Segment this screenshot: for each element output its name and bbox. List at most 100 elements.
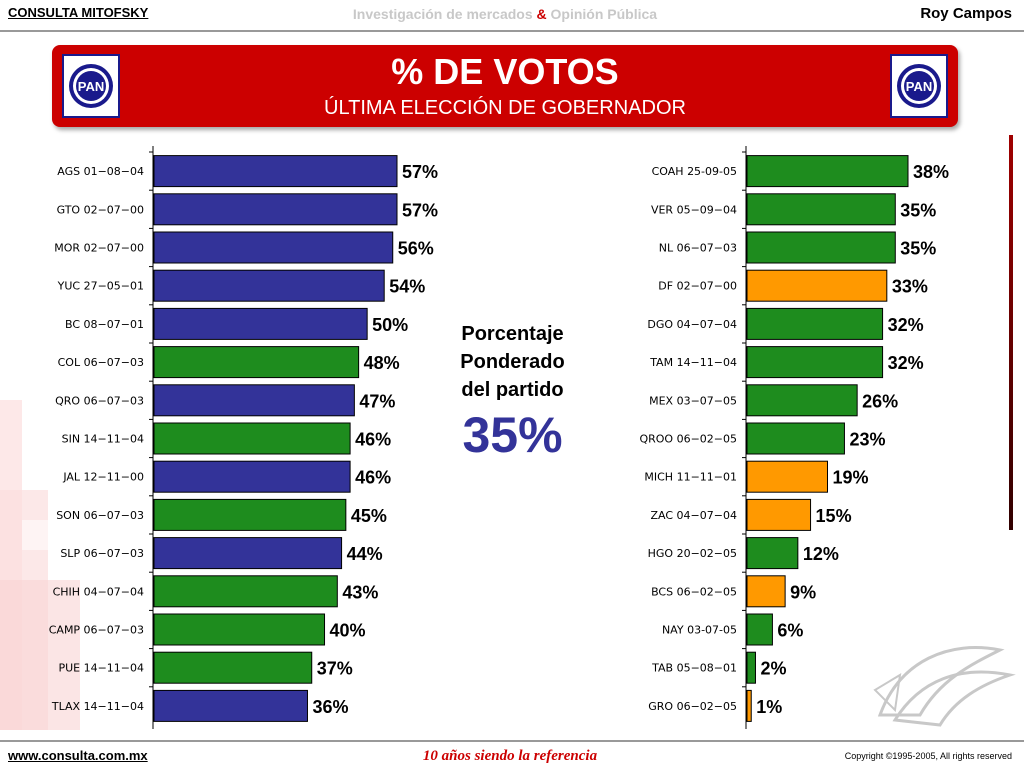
chart-1-value-label: 36% [312, 697, 348, 717]
chart-1-bar [153, 269, 385, 302]
chart-1-value-label: 50% [372, 315, 408, 335]
chart-1-category-label: QRO 06−07−03 [55, 394, 144, 407]
chart-2-bar [746, 307, 884, 340]
pan-logo-left-text: PAN [78, 79, 104, 94]
header-tagline-a: Investigación de mercados [352, 6, 533, 22]
chart-2-category-label: QROO 06−02−05 [639, 433, 737, 446]
weighted-label-1: Porcentaje [461, 323, 564, 345]
chart-2-category-label: BCS 06−02−05 [651, 585, 737, 598]
chart-2-value-label: 12% [803, 544, 839, 564]
chart-2-category-label: ZAC 04−07−04 [651, 509, 737, 522]
chart-1-value-label: 56% [398, 239, 434, 259]
chart-1-category-label: SON 06−07−03 [56, 509, 144, 522]
chart-1-bar [153, 193, 398, 226]
chart-2-value-label: 38% [913, 162, 949, 182]
footer-link[interactable]: www.consulta.com.mx [8, 748, 148, 763]
chart-1-value-label: 37% [317, 659, 353, 679]
chart-1-category-label: MOR 02−07−00 [54, 242, 144, 255]
header-tagline-amp: & [536, 6, 547, 22]
chart-2-value-label: 32% [888, 315, 924, 335]
footer: www.consulta.com.mx 10 años siendo la re… [0, 740, 1024, 768]
chart-1-category-label: BC 08−07−01 [65, 318, 144, 331]
chart-1-value-label: 54% [389, 277, 425, 297]
chart-2-category-label: DF 02−07−00 [658, 280, 737, 293]
chart-1-category-label: AGS 01−08−04 [57, 165, 144, 178]
chart-1-category-label: COL 06−07−03 [58, 356, 144, 369]
chart-subtitle: ÚLTIMA ELECCIÓN DE GOBERNADOR [324, 97, 686, 119]
chart-title: % DE VOTOS [391, 51, 619, 92]
chart-1-bar [153, 689, 308, 722]
chart-2-value-label: 35% [900, 239, 936, 259]
chart-1-bar [153, 155, 398, 188]
chart-2-category-label: GRO 06−02−05 [648, 700, 737, 713]
pan-logo-left-icon: PAN [69, 64, 113, 108]
chart-1-category-label: GTO 02−07−00 [57, 203, 144, 216]
chart-2-category-label: MEX 03−07−05 [649, 394, 737, 407]
weighted-value: 35% [462, 407, 563, 463]
brand-name: CONSULTA MITOFSKY [8, 5, 149, 20]
chart-1-value-label: 57% [402, 162, 438, 182]
chart-2-category-label: VER 05−09−04 [651, 203, 737, 216]
header-divider [0, 30, 1024, 32]
pan-logo-right-text: PAN [906, 79, 932, 94]
top-bar: CONSULTA MITOFSKY Investigación de merca… [0, 0, 1024, 30]
chart-2-bar [746, 384, 858, 417]
chart-2-category-label: COAH 25-09-05 [652, 165, 737, 178]
footer-divider [0, 740, 1024, 742]
chart-2-bar [746, 460, 828, 493]
chart-1-bar [153, 346, 360, 379]
pan-logo-right-icon: PAN [897, 64, 941, 108]
chart-1-value-label: 48% [364, 353, 400, 373]
chart-2-category-label: TAM 14−11−04 [649, 356, 737, 369]
chart-2-bar [746, 155, 909, 188]
chart-2-category-label: HGO 20−02−05 [648, 547, 737, 560]
chart-1-bar [153, 422, 351, 455]
title-banner: PAN % DE VOTOS ÚLTIMA ELECCIÓN DE GOBERN… [52, 45, 958, 127]
accent-bar [1009, 135, 1013, 530]
chart-2-category-label: DGO 04−07−04 [647, 318, 737, 331]
chart-2-bar [746, 193, 896, 226]
chart-2-value-label: 9% [790, 582, 816, 602]
chart-1-bar [153, 498, 347, 531]
weighted-label-3: del partido [461, 379, 564, 401]
chart-2-bar [746, 537, 799, 570]
chart-2-bar [746, 422, 845, 455]
chart-1-value-label: 44% [347, 544, 383, 564]
chart-1-value-label: 43% [342, 582, 378, 602]
header-tagline: Investigación de mercados & Opinión Públ… [0, 6, 1010, 22]
weighted-percentage-box: Porcentaje Ponderado del partido 35% [430, 320, 595, 464]
chart-1-bar [153, 460, 351, 493]
chart-1-bar [153, 537, 343, 570]
header-tagline-b: Opinión Pública [550, 6, 658, 22]
chart-1-category-label: CHIH 04−07−04 [53, 585, 144, 598]
chart-2-bar [746, 269, 888, 302]
chart-2-category-label: MICH 11−11−01 [644, 471, 737, 484]
chart-1-value-label: 57% [402, 200, 438, 220]
footer-tagline: 10 años siendo la referencia [422, 748, 598, 764]
chart-2-bar [746, 575, 786, 608]
chart-2-value-label: 33% [892, 277, 928, 297]
chart-2-bar [746, 498, 812, 531]
chart-1-category-label: PUE 14−11−04 [58, 662, 144, 675]
chart-1-category-label: CAMP 06−07−03 [49, 624, 144, 637]
chart-2-bar [746, 651, 756, 684]
chart-1-value-label: 46% [355, 468, 391, 488]
chart-2-value-label: 23% [849, 430, 885, 450]
chart-2-value-label: 35% [900, 200, 936, 220]
chart-2-value-label: 19% [833, 468, 869, 488]
chart-2-category-label: TAB 05−08−01 [651, 662, 737, 675]
chart-1-category-label: SIN 14−11−04 [62, 433, 144, 446]
weighted-label-2: Ponderado [460, 351, 565, 373]
chart-1-value-label: 47% [359, 391, 395, 411]
decorative-squares [0, 400, 80, 730]
chart-2-bar [746, 231, 896, 264]
chart-1-bar [153, 384, 355, 417]
chart-2-value-label: 26% [862, 391, 898, 411]
chart-1-value-label: 46% [355, 430, 391, 450]
chart-2-value-label: 2% [760, 659, 786, 679]
copyright: Copyright ©1995-2005, All rights reserve… [844, 751, 1012, 761]
chart-1-value-label: 45% [351, 506, 387, 526]
chart-1-category-label: YUC 27−05−01 [57, 280, 144, 293]
chart-2-bar [746, 613, 773, 646]
